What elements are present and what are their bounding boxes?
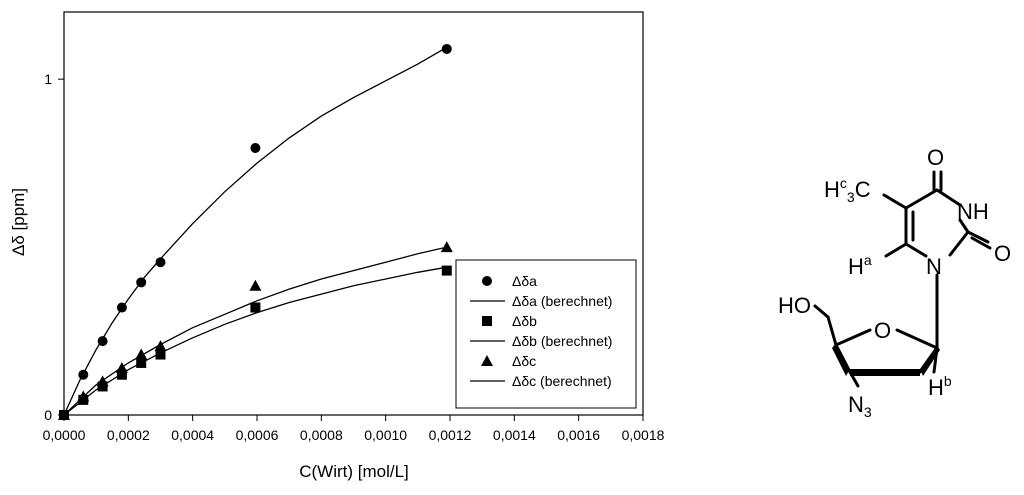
data-point-circle (136, 277, 147, 288)
x-tick-label: 0,0008 (300, 427, 343, 443)
data-point-square (97, 381, 108, 392)
x-tick-label: 0,0010 (364, 427, 407, 443)
fit-curve (63, 266, 447, 416)
x-axis-label: C(Wirt) [mol/L] (299, 462, 409, 481)
fit-curve (63, 246, 447, 416)
data-point-square (136, 357, 147, 368)
data-point-triangle (96, 375, 109, 387)
atom-H-b: Hb (928, 373, 952, 400)
fit-curves (63, 46, 448, 416)
data-point-circle (250, 143, 261, 154)
legend-marker (482, 316, 492, 326)
data-point-triangle (77, 390, 90, 402)
legend: Δδa Δδa (berechnet) Δδb Δδb (berechnet) Δδc Δ… (455, 259, 637, 409)
data-points (58, 43, 453, 420)
wedge-bond-right (920, 345, 940, 376)
legend-label: Δδa (berechnet) (512, 293, 612, 309)
legend-marker (482, 276, 492, 286)
atom-NH: NH (957, 199, 989, 224)
x-tick-label: 0,0018 (622, 427, 665, 443)
legend-label: Δδc (berechnet) (512, 373, 612, 389)
legend-label: Δδa (512, 273, 537, 289)
chart: 0,0000 0,0002 0,0004 0,0006 0,0008 0,0010 0,00… (9, 11, 665, 481)
x-tick-label: 0,0004 (171, 427, 214, 443)
wedge-bond-left (832, 343, 850, 376)
data-point-triangle (440, 241, 453, 253)
x-tick-label: 0,0014 (493, 427, 536, 443)
y-tick-label: 1 (44, 71, 52, 87)
data-point-triangle (115, 361, 128, 373)
data-point-triangle (58, 409, 70, 420)
data-point-circle (155, 257, 166, 268)
data-point-square (441, 265, 452, 276)
plot-frame (63, 11, 644, 416)
legend-label: Δδb (512, 313, 537, 329)
x-axis: 0,0000 0,0002 0,0004 0,0006 0,0008 0,0010 0,00… (43, 415, 665, 443)
legend-label: Δδc (512, 353, 536, 369)
atom-methyl: Hc3C (824, 175, 871, 205)
data-point-square (250, 302, 261, 313)
legend-marker (481, 355, 493, 366)
x-tick-label: 0,0006 (236, 427, 279, 443)
data-point-square (155, 349, 166, 360)
data-point-triangle (154, 340, 167, 352)
atom-O-carbonyl-right: O (994, 241, 1011, 266)
legend-label: Δδb (berechnet) (512, 333, 612, 349)
atom-N3-azide: N3 (848, 392, 872, 420)
atom-HO: HO (778, 293, 811, 318)
atom-O-ring: O (874, 318, 891, 343)
data-point-triangle (249, 279, 262, 291)
x-tick-label: 0,0016 (557, 427, 600, 443)
atom-H-a: Ha (848, 252, 872, 279)
data-point-triangle (135, 348, 148, 360)
data-point-circle (441, 43, 452, 54)
y-tick-label: 0 (44, 407, 52, 423)
x-tick-label: 0,0002 (107, 427, 150, 443)
data-point-square (116, 369, 127, 380)
fit-curve (63, 46, 448, 416)
plot-area (63, 11, 644, 416)
y-axis-label: Δδ [ppm] (9, 188, 28, 256)
data-point-circle (97, 336, 108, 347)
x-tick-label: 0,0012 (429, 427, 472, 443)
x-tick-label: 0,0000 (43, 427, 86, 443)
atom-O-carbonyl-top: O (927, 145, 944, 170)
atom-N1: N (926, 254, 942, 279)
data-point-circle (116, 302, 127, 313)
data-point-circle (78, 369, 89, 380)
molecule-atoms: O NH O N Ha Hc3C HO O Hb N3 (778, 145, 1011, 420)
wedge-bond (850, 369, 920, 376)
